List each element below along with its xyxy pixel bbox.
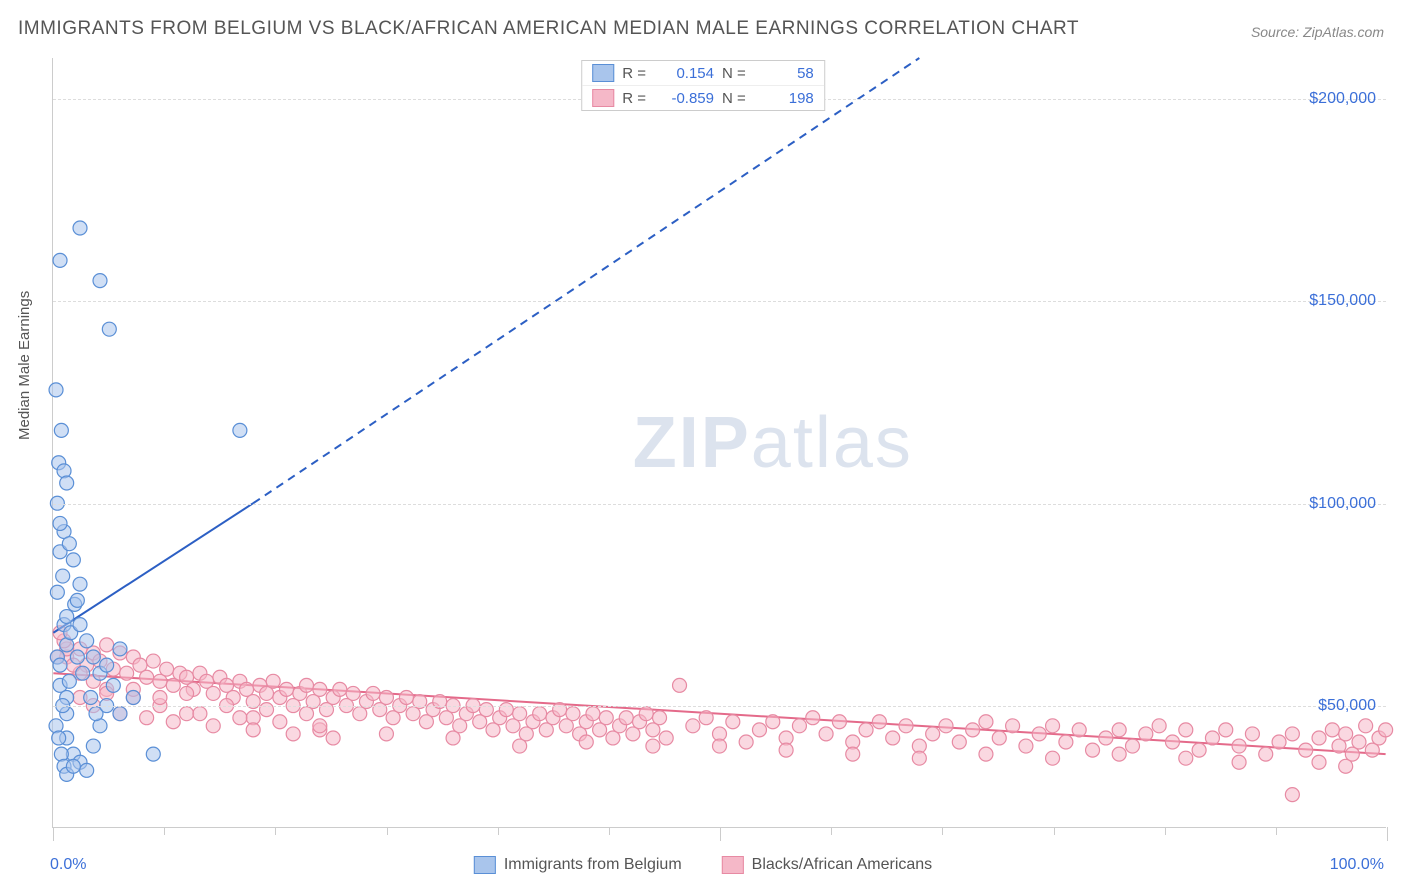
y-tick-label: $150,000 bbox=[1309, 292, 1376, 310]
n-label: N = bbox=[722, 90, 746, 107]
chart-plot-area: ZIPatlas $50,000$100,000$150,000$200,000 bbox=[52, 58, 1386, 828]
series-legend: Immigrants from Belgium Blacks/African A… bbox=[474, 856, 932, 874]
correlation-legend: R = 0.154 N = 58 R = -0.859 N = 198 bbox=[581, 60, 825, 111]
legend-item-1: Immigrants from Belgium bbox=[474, 856, 682, 874]
chart-title: IMMIGRANTS FROM BELGIUM VS BLACK/AFRICAN… bbox=[18, 18, 1079, 40]
x-axis-min-label: 0.0% bbox=[50, 856, 86, 874]
y-tick-label: $50,000 bbox=[1318, 697, 1376, 715]
scatter-plot-svg bbox=[53, 58, 1386, 827]
y-axis-label: Median Male Earnings bbox=[16, 291, 33, 440]
y-tick-label: $100,000 bbox=[1309, 495, 1376, 513]
swatch-series2-icon bbox=[722, 856, 744, 874]
legend-label-2: Blacks/African Americans bbox=[752, 856, 933, 874]
r-label: R = bbox=[622, 65, 646, 82]
r-value-1: 0.154 bbox=[654, 65, 714, 82]
swatch-series1 bbox=[592, 64, 614, 82]
n-label: N = bbox=[722, 65, 746, 82]
legend-label-1: Immigrants from Belgium bbox=[504, 856, 682, 874]
r-label: R = bbox=[622, 90, 646, 107]
r-value-2: -0.859 bbox=[654, 90, 714, 107]
legend-row-series1: R = 0.154 N = 58 bbox=[582, 61, 824, 85]
n-value-2: 198 bbox=[754, 90, 814, 107]
n-value-1: 58 bbox=[754, 65, 814, 82]
swatch-series2 bbox=[592, 89, 614, 107]
legend-item-2: Blacks/African Americans bbox=[722, 856, 933, 874]
swatch-series1-icon bbox=[474, 856, 496, 874]
x-axis-max-label: 100.0% bbox=[1330, 856, 1384, 874]
legend-row-series2: R = -0.859 N = 198 bbox=[582, 85, 824, 110]
y-tick-label: $200,000 bbox=[1309, 90, 1376, 108]
source-attribution: Source: ZipAtlas.com bbox=[1251, 24, 1384, 40]
